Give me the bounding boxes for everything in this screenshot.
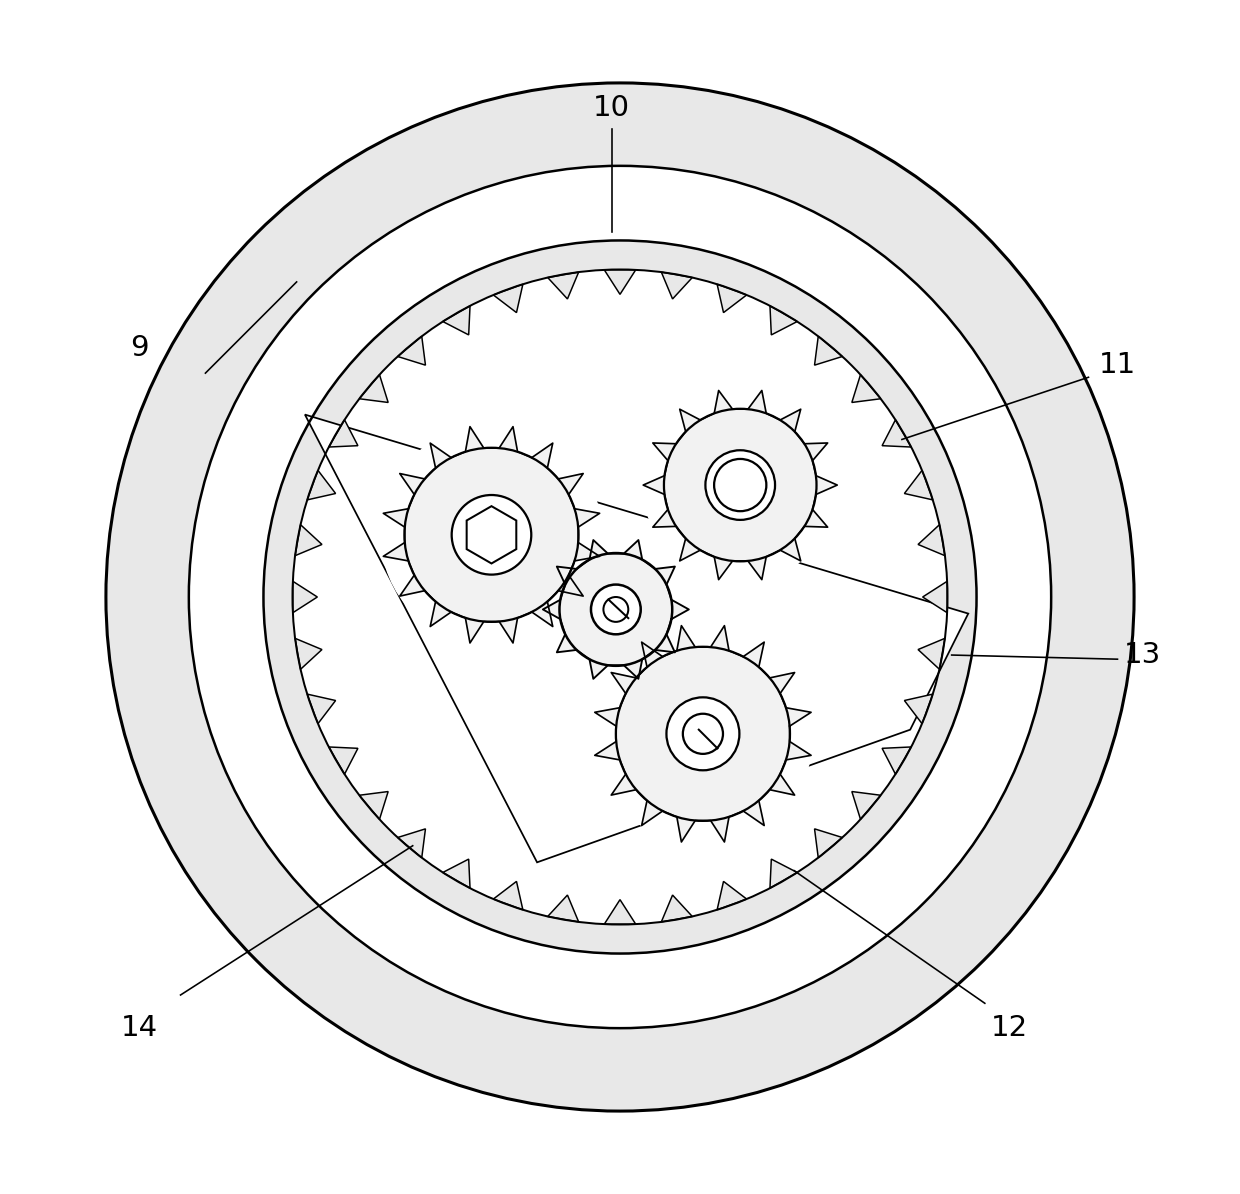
Polygon shape: [329, 420, 358, 447]
Polygon shape: [329, 747, 358, 774]
Circle shape: [293, 270, 947, 924]
Polygon shape: [882, 747, 911, 774]
Polygon shape: [918, 639, 945, 670]
Polygon shape: [904, 694, 932, 724]
Polygon shape: [295, 524, 322, 555]
Polygon shape: [466, 506, 516, 564]
Polygon shape: [305, 414, 968, 862]
Circle shape: [188, 166, 1052, 1028]
Polygon shape: [443, 306, 470, 334]
Polygon shape: [852, 792, 880, 819]
Polygon shape: [308, 694, 336, 724]
Polygon shape: [661, 896, 692, 922]
Polygon shape: [604, 270, 636, 295]
Polygon shape: [293, 581, 317, 613]
Circle shape: [604, 597, 629, 622]
Circle shape: [381, 425, 601, 645]
Circle shape: [105, 82, 1135, 1112]
Polygon shape: [770, 306, 797, 334]
Text: 13: 13: [1123, 641, 1161, 669]
Polygon shape: [383, 426, 600, 644]
Circle shape: [263, 240, 977, 954]
Polygon shape: [548, 896, 579, 922]
Polygon shape: [815, 829, 842, 857]
Circle shape: [706, 450, 775, 519]
Polygon shape: [717, 284, 746, 313]
Circle shape: [591, 585, 641, 634]
Polygon shape: [604, 899, 636, 924]
Circle shape: [714, 458, 766, 511]
Polygon shape: [443, 860, 470, 888]
Circle shape: [451, 496, 531, 574]
Polygon shape: [308, 470, 336, 500]
Polygon shape: [360, 375, 388, 402]
Polygon shape: [882, 420, 911, 447]
Polygon shape: [398, 337, 425, 365]
Polygon shape: [770, 860, 797, 888]
Polygon shape: [661, 272, 692, 298]
Polygon shape: [815, 337, 842, 365]
Circle shape: [683, 714, 723, 753]
Text: 10: 10: [593, 94, 630, 122]
Polygon shape: [398, 829, 425, 857]
Polygon shape: [548, 272, 579, 298]
Polygon shape: [295, 639, 322, 670]
Polygon shape: [923, 581, 947, 613]
Circle shape: [593, 623, 813, 844]
Polygon shape: [852, 375, 880, 402]
Polygon shape: [918, 524, 945, 555]
Text: 9: 9: [130, 334, 149, 362]
Text: 12: 12: [991, 1014, 1028, 1042]
Polygon shape: [717, 881, 746, 910]
Polygon shape: [644, 390, 837, 579]
Circle shape: [644, 388, 837, 583]
Polygon shape: [904, 470, 932, 500]
Polygon shape: [543, 540, 689, 679]
Polygon shape: [595, 626, 811, 842]
Polygon shape: [360, 792, 388, 819]
Polygon shape: [494, 284, 523, 313]
Text: 14: 14: [120, 1014, 157, 1042]
Text: 11: 11: [1099, 351, 1136, 378]
Polygon shape: [494, 881, 523, 910]
Circle shape: [666, 697, 739, 770]
